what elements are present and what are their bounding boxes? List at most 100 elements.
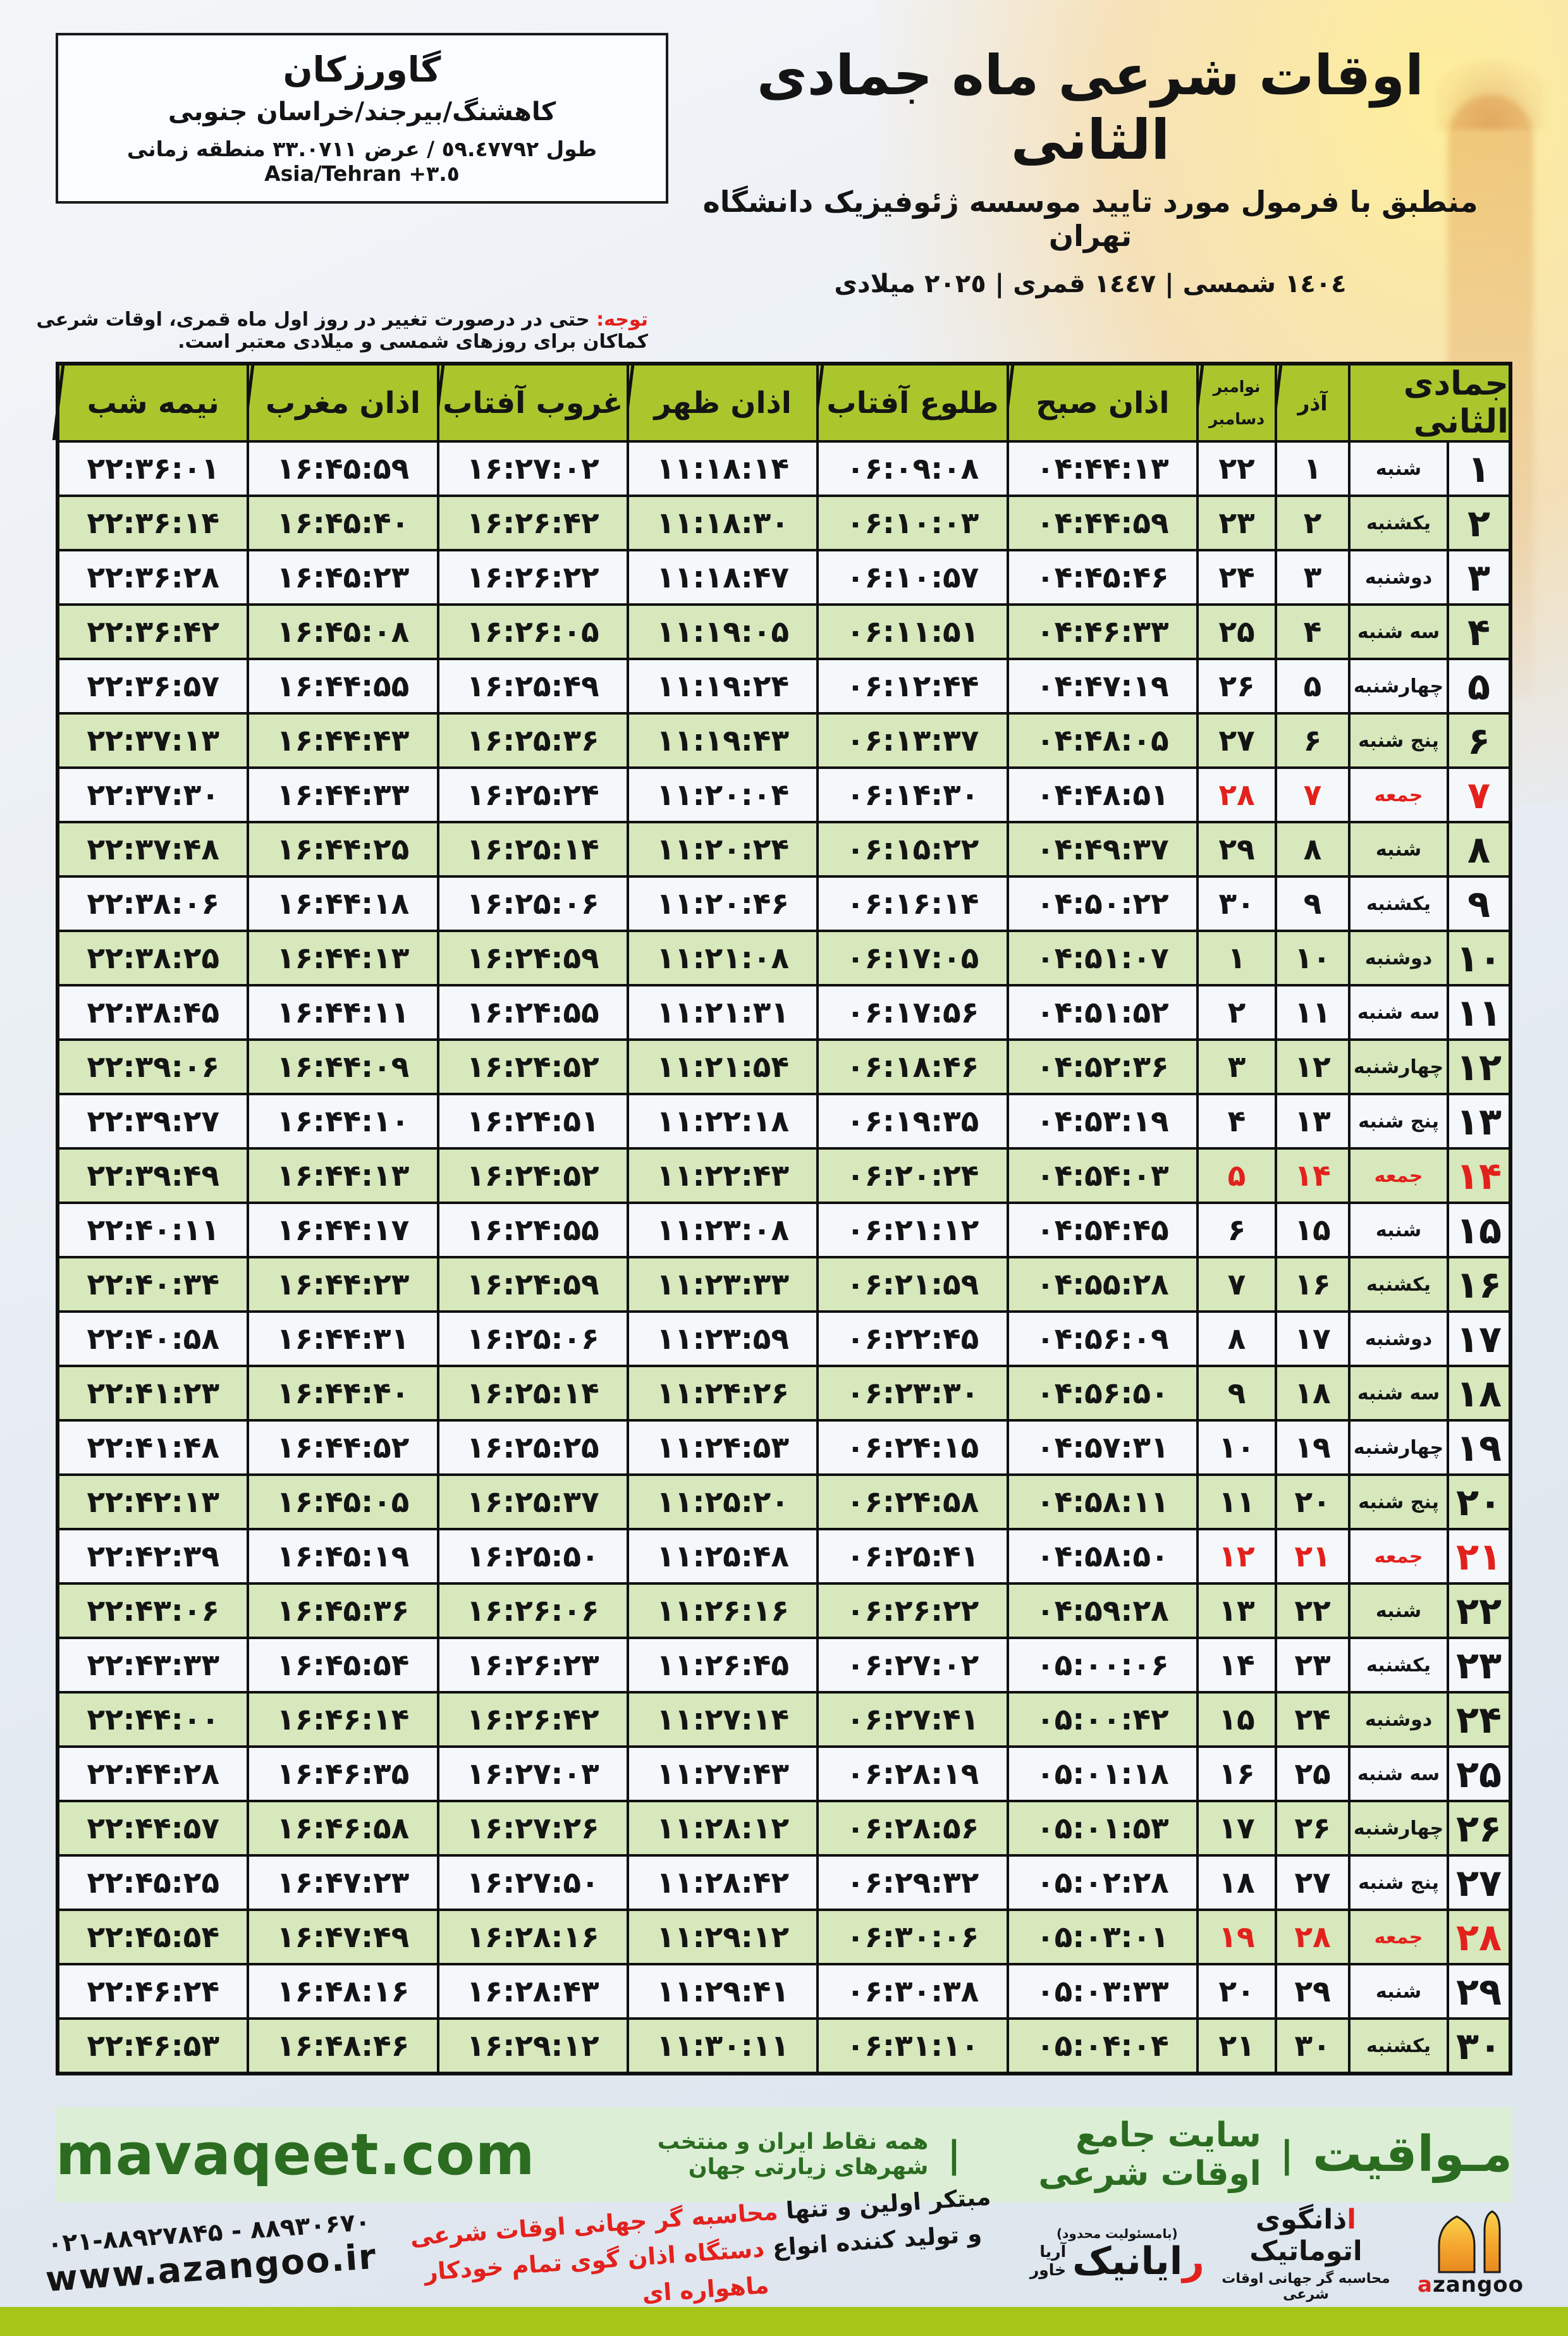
azan-maghreb-cell: ۱۶:۴۴:۵۲ <box>249 1422 437 1473</box>
azar-cell: ۴ <box>1277 606 1348 658</box>
azan-maghreb-cell: ۱۶:۴۷:۴۹ <box>249 1911 437 1963</box>
azan-maghreb-cell: ۱۶:۴۴:۵۵ <box>249 660 437 712</box>
azan-zohr-cell: ۱۱:۱۸:۴۷ <box>629 551 817 603</box>
weekday-cell: جمعه <box>1351 769 1447 821</box>
day-cell: ۲۳ <box>1449 1639 1509 1691</box>
sunrise-cell: ۰۶:۲۲:۴۵ <box>819 1313 1007 1365</box>
gregorian-cell: ۲۳ <box>1199 497 1275 549</box>
azar-cell: ۲۰ <box>1277 1476 1348 1528</box>
sunrise-cell: ۰۶:۱۰:۰۳ <box>819 497 1007 549</box>
gregorian-cell: ۴ <box>1199 1095 1275 1147</box>
azan-zohr-cell: ۱۱:۲۸:۱۲ <box>629 1802 817 1854</box>
azan-sobh-cell: ۰۵:۰۳:۳۳ <box>1008 1965 1196 2017</box>
azan-zohr-cell: ۱۱:۲۹:۱۲ <box>629 1911 817 1963</box>
weekday-cell: یکشنبه <box>1351 1639 1447 1691</box>
midnight-cell: ۲۲:۳۶:۱۴ <box>59 497 247 549</box>
midnight-cell: ۲۲:۴۰:۳۴ <box>59 1258 247 1310</box>
bottom-green-bar <box>0 2307 1568 2336</box>
sunrise-cell: ۰۶:۲۵:۴۱ <box>819 1530 1007 1582</box>
weekday-cell: سه شنبه <box>1351 1748 1447 1800</box>
sunset-cell: ۱۶:۲۵:۰۶ <box>439 878 627 930</box>
sunrise-cell: ۰۶:۲۷:۴۱ <box>819 1694 1007 1745</box>
azan-sobh-cell: ۰۴:۵۱:۰۷ <box>1008 932 1196 984</box>
sunset-cell: ۱۶:۲۵:۱۴ <box>439 1367 627 1419</box>
midnight-cell: ۲۲:۴۶:۲۴ <box>59 1965 247 2017</box>
azan-maghreb-cell: ۱۶:۴۵:۰۸ <box>249 606 437 658</box>
gregorian-cell: ۱۵ <box>1199 1694 1275 1745</box>
azar-cell: ۱۱ <box>1277 987 1348 1038</box>
gregorian-cell: ۱۰ <box>1199 1422 1275 1473</box>
azan-sobh-cell: ۰۵:۰۳:۰۱ <box>1008 1911 1196 1963</box>
azar-cell: ۱۹ <box>1277 1422 1348 1473</box>
sunset-cell: ۱۶:۲۶:۴۲ <box>439 497 627 549</box>
azar-cell: ۸ <box>1277 823 1348 875</box>
azar-cell: ۹ <box>1277 878 1348 930</box>
header-sunset: غروب آفتاب <box>432 366 627 440</box>
gregorian-cell: ۱۴ <box>1199 1639 1275 1691</box>
azangoo-text: اذانگوی اتوماتیک محاسبه گر جهانی اوقات ش… <box>1204 2204 1407 2302</box>
weekday-cell: یکشنبه <box>1351 1258 1447 1310</box>
day-cell: ۱۹ <box>1449 1422 1509 1473</box>
azan-maghreb-cell: ۱۶:۴۴:۴۰ <box>249 1367 437 1419</box>
azar-cell: ۱۲ <box>1277 1041 1348 1093</box>
weekday-cell: جمعه <box>1351 1150 1447 1202</box>
midnight-cell: ۲۲:۴۱:۲۳ <box>59 1367 247 1419</box>
prayer-times-table: جمادی الثانی آذر نوامبر دسامبر اذان صبح ط… <box>52 362 1512 2075</box>
azan-zohr-cell: ۱۱:۲۷:۱۴ <box>629 1694 817 1745</box>
weekday-cell: شنبه <box>1351 1204 1447 1256</box>
weekday-cell: پنج شنبه <box>1351 1857 1447 1909</box>
azan-maghreb-cell: ۱۶:۴۴:۱۸ <box>249 878 437 930</box>
gregorian-cell: ۲۱ <box>1199 2020 1275 2072</box>
weekday-cell: سه شنبه <box>1351 1367 1447 1419</box>
sunset-cell: ۱۶:۲۵:۲۵ <box>439 1422 627 1473</box>
note-text: حتی در درصورت تغییر در روز اول ماه قمری،… <box>36 309 648 353</box>
azar-cell: ۱۴ <box>1277 1150 1348 1202</box>
azan-sobh-cell: ۰۴:۴۷:۱۹ <box>1008 660 1196 712</box>
gregorian-cell: ۵ <box>1199 1150 1275 1202</box>
gregorian-cell: ۱۶ <box>1199 1748 1275 1800</box>
sunset-cell: ۱۶:۲۷:۲۶ <box>439 1802 627 1854</box>
azar-cell: ۱۷ <box>1277 1313 1348 1365</box>
header-azan-sobh-label: اذان صبح <box>1036 385 1170 421</box>
title-block: اوقات شرعی ماه جمادی الثانی منطبق با فرم… <box>668 33 1512 298</box>
mavaqeet-domain-link[interactable]: mavaqeet.com <box>56 2121 536 2188</box>
azan-sobh-cell: ۰۴:۵۲:۳۶ <box>1008 1041 1196 1093</box>
midnight-cell: ۲۲:۳۸:۰۶ <box>59 878 247 930</box>
midnight-cell: ۲۲:۳۹:۲۷ <box>59 1095 247 1147</box>
sunset-cell: ۱۶:۲۹:۱۲ <box>439 2020 627 2072</box>
azan-sobh-cell: ۰۵:۰۰:۴۲ <box>1008 1694 1196 1745</box>
sunrise-cell: ۰۶:۲۰:۲۴ <box>819 1150 1007 1202</box>
sunrise-cell: ۰۶:۱۳:۳۷ <box>819 715 1007 766</box>
azan-zohr-cell: ۱۱:۲۳:۰۸ <box>629 1204 817 1256</box>
azan-maghreb-cell: ۱۶:۴۴:۴۳ <box>249 715 437 766</box>
day-cell: ۱۶ <box>1449 1258 1509 1310</box>
sunset-cell: ۱۶:۲۴:۵۲ <box>439 1041 627 1093</box>
location-region: کاهشنگ/بیرجند/خراسان جنوبی <box>168 97 556 126</box>
day-cell: ۷ <box>1449 769 1509 821</box>
sunset-cell: ۱۶:۲۷:۰۳ <box>439 1748 627 1800</box>
azan-zohr-cell: ۱۱:۳۰:۱۱ <box>629 2020 817 2072</box>
sunrise-cell: ۰۶:۳۰:۰۶ <box>819 1911 1007 1963</box>
azan-zohr-cell: ۱۱:۲۰:۰۴ <box>629 769 817 821</box>
rayanik-subname: آریا خاور <box>1030 2242 1066 2280</box>
midnight-cell: ۲۲:۴۰:۱۱ <box>59 1204 247 1256</box>
midnight-cell: ۲۲:۴۴:۲۸ <box>59 1748 247 1800</box>
header: اوقات شرعی ماه جمادی الثانی منطبق با فرم… <box>0 0 1568 298</box>
weekday-cell: شنبه <box>1351 1965 1447 2017</box>
azar-cell: ۲۷ <box>1277 1857 1348 1909</box>
sunset-cell: ۱۶:۲۵:۳۷ <box>439 1476 627 1528</box>
azangoo-wordmark-rest: zangoo <box>1433 2272 1524 2297</box>
header-midnight: نیمه شب <box>52 366 247 440</box>
gregorian-cell: ۲۰ <box>1199 1965 1275 2017</box>
sunset-cell: ۱۶:۲۷:۵۰ <box>439 1857 627 1909</box>
sunrise-cell: ۰۶:۱۵:۲۲ <box>819 823 1007 875</box>
sunset-cell: ۱۶:۲۴:۵۲ <box>439 1150 627 1202</box>
azan-maghreb-cell: ۱۶:۴۵:۵۴ <box>249 1639 437 1691</box>
azan-zohr-cell: ۱۱:۲۹:۴۱ <box>629 1965 817 2017</box>
azan-sobh-cell: ۰۴:۵۴:۰۳ <box>1008 1150 1196 1202</box>
header-november-label: نوامبر <box>1213 378 1261 396</box>
mavaqeet-tagline-main: سایت جامع اوقات شرعی <box>1038 2116 1261 2193</box>
weekday-cell: شنبه <box>1351 1585 1447 1637</box>
azan-maghreb-cell: ۱۶:۴۴:۳۱ <box>249 1313 437 1365</box>
header-divider <box>52 366 65 440</box>
